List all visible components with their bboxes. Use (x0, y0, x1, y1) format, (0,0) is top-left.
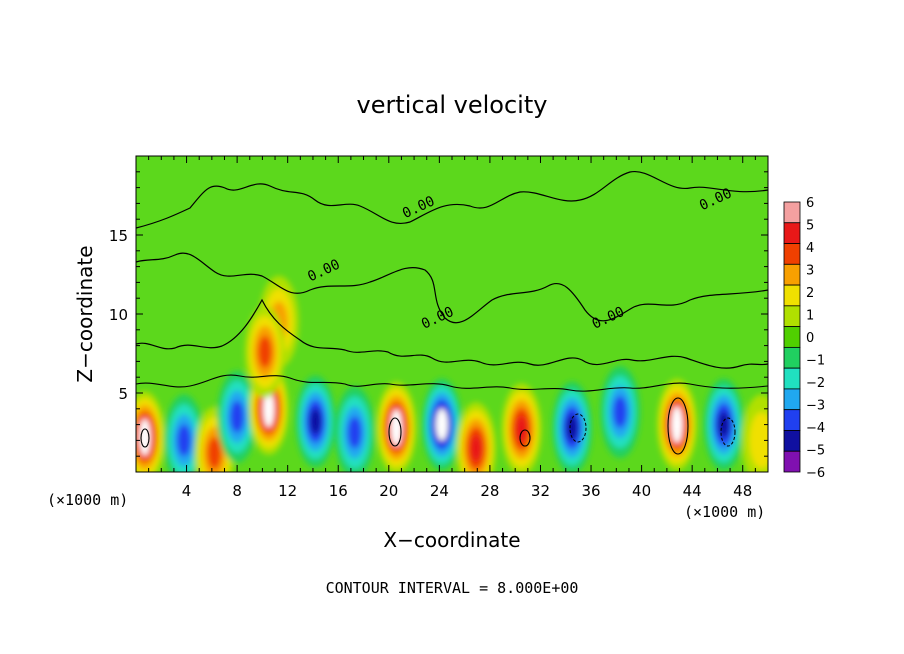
colorbar-label-2: 4 (806, 241, 814, 256)
colorbar-label-4: 2 (806, 286, 814, 301)
colorbar-label-8: −2 (806, 376, 825, 391)
contour-lines (136, 171, 768, 455)
colorbar-swatch-0 (783, 201, 801, 224)
velocity-cell-16 (703, 378, 744, 471)
velocity-cell-16-level-5 (718, 411, 730, 438)
y-axis-label: Z−coordinate (73, 245, 97, 382)
velocity-cell-2 (194, 407, 235, 472)
colorbar-label-0: 6 (806, 196, 814, 211)
colorbar-swatch-3 (783, 263, 801, 286)
velocity-cell-1-level-4 (177, 424, 191, 457)
y-axis-ticks: 5 10 15 (109, 171, 768, 457)
x-tick-label: 36 (581, 482, 600, 500)
velocity-cell-0-core (139, 418, 151, 456)
colorbar-label-7: −1 (806, 354, 825, 369)
contour-interval-footer: CONTOUR INTERVAL = 8.000E+00 (326, 579, 579, 597)
contour-dashed-2 (720, 417, 736, 447)
velocity-cell-13 (552, 381, 593, 472)
velocity-cell-4 (248, 362, 289, 455)
x-tick-label: 4 (182, 482, 192, 500)
contour-closed-1 (140, 428, 150, 448)
velocity-cell-17 (741, 394, 768, 472)
x-axis-label: X−coordinate (383, 528, 520, 552)
y-tick-label: 10 (109, 306, 128, 324)
colorbar-swatch-12 (783, 450, 801, 473)
colorbar-swatch-6 (783, 326, 801, 348)
colorbar-swatch-10 (783, 409, 801, 431)
chart-title: vertical velocity (357, 91, 548, 119)
contour-closed-3 (519, 429, 531, 447)
contour-zero-bottom (136, 374, 768, 392)
x-tick-label: 20 (379, 482, 398, 500)
colorbar-swatch-5 (783, 305, 801, 328)
colorbar-swatch-7 (783, 346, 801, 369)
velocity-cell-14 (600, 365, 641, 458)
colorbar-swatch-11 (783, 430, 801, 452)
colorbar-label-12: −6 (806, 466, 825, 481)
x-tick-label: 32 (531, 482, 550, 500)
velocity-cell-6-level-4 (257, 335, 272, 368)
velocity-cell-9 (376, 381, 417, 472)
colorbar-label-11: −5 (806, 444, 825, 459)
contour-closed-4 (667, 397, 689, 455)
contour-zero-lower (136, 298, 768, 369)
x-tick-label: 8 (232, 482, 242, 500)
velocity-cell-14-level-4 (613, 395, 628, 428)
colorbar-label-10: −4 (806, 421, 825, 436)
x-unit-right: (×1000 m) (684, 503, 765, 521)
velocity-cell-0 (136, 391, 165, 472)
contour-dashed-1 (569, 413, 587, 443)
velocity-cell-11-level-5 (470, 435, 482, 462)
velocity-cell-17-level-2 (749, 412, 768, 469)
velocity-cell-2-level-4 (207, 437, 222, 470)
colorbar-swatch-9 (783, 388, 801, 411)
velocity-cell-7 (295, 375, 336, 468)
velocity-cell-15-core (671, 406, 683, 443)
velocity-cell-7-level-5 (309, 408, 322, 435)
x-tick-label: 28 (480, 482, 499, 500)
y-tick-label: 5 (118, 385, 128, 403)
colorbar-swatch-8 (783, 367, 801, 390)
velocity-cell-1 (164, 394, 205, 472)
velocity-cell-11 (456, 402, 497, 472)
velocity-cell-3-level-4 (230, 400, 245, 433)
plot-area: 0.00 0.000.00 0.000.00 4 8 12 16 20 24 28 32 36 40 4… (109, 155, 769, 500)
colorbar-label-3: 3 (806, 264, 814, 279)
colorbar-swatch-1 (783, 222, 801, 244)
contour-zero-upper (136, 171, 768, 229)
velocity-field (136, 275, 768, 472)
velocity-cell-3 (217, 370, 258, 463)
colorbar: 6 5 4 3 2 1 0 −1 −2 −3 −4 −5 −6 (783, 196, 825, 481)
y-tick-label: 15 (109, 227, 128, 245)
velocity-cell-6 (244, 305, 285, 398)
x-tick-label: 40 (632, 482, 651, 500)
colorbar-label-1: 5 (806, 219, 814, 234)
colorbar-label-5: 1 (806, 309, 814, 324)
x-tick-label: 44 (683, 482, 702, 500)
velocity-cell-12 (501, 383, 542, 472)
contour-closed-2 (388, 417, 402, 447)
x-axis-ticks: 4 8 12 16 20 24 28 32 36 40 44 48 (148, 156, 756, 500)
colorbar-label-6: 0 (806, 331, 814, 346)
x-tick-label: 24 (430, 482, 449, 500)
colorbar-label-9: −3 (806, 399, 825, 414)
velocity-cell-8-level-4 (347, 416, 362, 449)
colorbar-swatch-4 (783, 284, 801, 307)
colorbar-swatch-2 (783, 243, 801, 265)
velocity-cell-13-level-5 (566, 414, 578, 441)
velocity-cell-10-core (435, 408, 448, 441)
velocity-cell-10 (421, 378, 462, 471)
velocity-cell-4-core (263, 390, 275, 428)
contour-zero-middle (136, 252, 768, 324)
velocity-cell-8 (334, 386, 375, 472)
x-unit-left: (×1000 m) (47, 491, 128, 509)
velocity-cell-12-level-5 (515, 416, 528, 443)
x-tick-label: 12 (278, 482, 297, 500)
x-tick-label: 48 (733, 482, 752, 500)
x-tick-label: 16 (329, 482, 348, 500)
velocity-cell-15 (656, 378, 697, 471)
